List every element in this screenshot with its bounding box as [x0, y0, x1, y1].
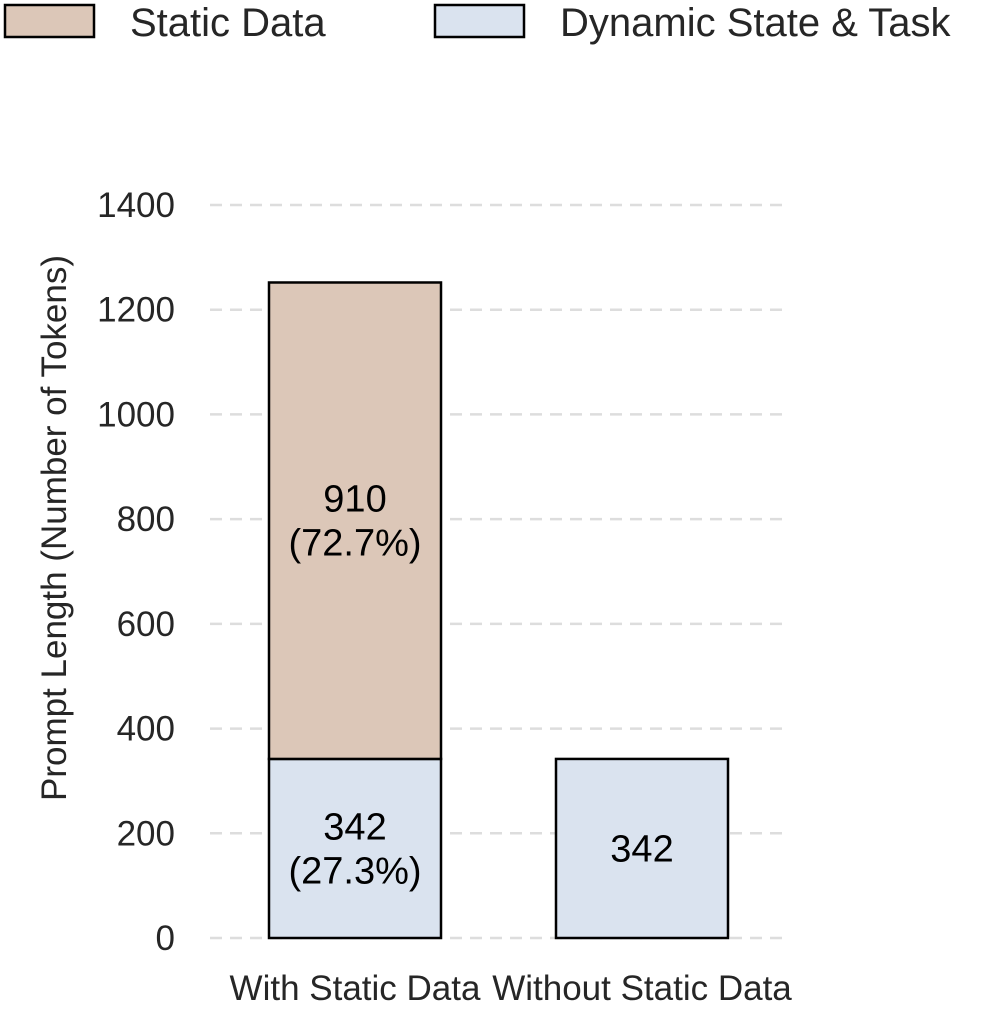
y-tick-label: 600 — [117, 605, 175, 644]
legend-label: Static Data — [130, 1, 326, 45]
y-axis-ticks: 0 200 400 600 800 1000 1200 1400 — [97, 186, 175, 958]
x-axis-ticks: With Static Data Without Static Data — [230, 969, 793, 1008]
legend-label: Dynamic State & Task — [560, 1, 952, 45]
x-tick-label: Without Static Data — [492, 969, 792, 1007]
x-tick-label: With Static Data — [230, 969, 481, 1007]
y-tick-label: 1000 — [97, 395, 175, 434]
legend-swatch — [433, 3, 526, 39]
legend-swatch — [3, 3, 96, 39]
legend: Static Data Dynamic State & Task — [3, 1, 952, 45]
bar-value-label: 342 (27.3%) — [288, 806, 421, 892]
y-tick-label: 400 — [117, 710, 175, 749]
bar-value-label: 342 — [610, 828, 673, 870]
y-tick-label: 800 — [117, 500, 175, 539]
y-tick-label: 200 — [117, 814, 175, 853]
y-tick-label: 0 — [156, 919, 175, 958]
y-tick-label: 1200 — [97, 291, 175, 330]
y-axis-title: Prompt Length (Number of Tokens) — [35, 255, 74, 801]
bar-segment — [267, 281, 443, 761]
bar-labels: 342 (27.3%) 910 (72.7%) 342 — [288, 479, 673, 893]
bar-value-label: 910 (72.7%) — [288, 479, 421, 565]
bar-segment — [267, 757, 443, 940]
bar-segment — [554, 757, 730, 940]
y-tick-label: 1400 — [97, 186, 175, 225]
bars — [267, 281, 730, 940]
